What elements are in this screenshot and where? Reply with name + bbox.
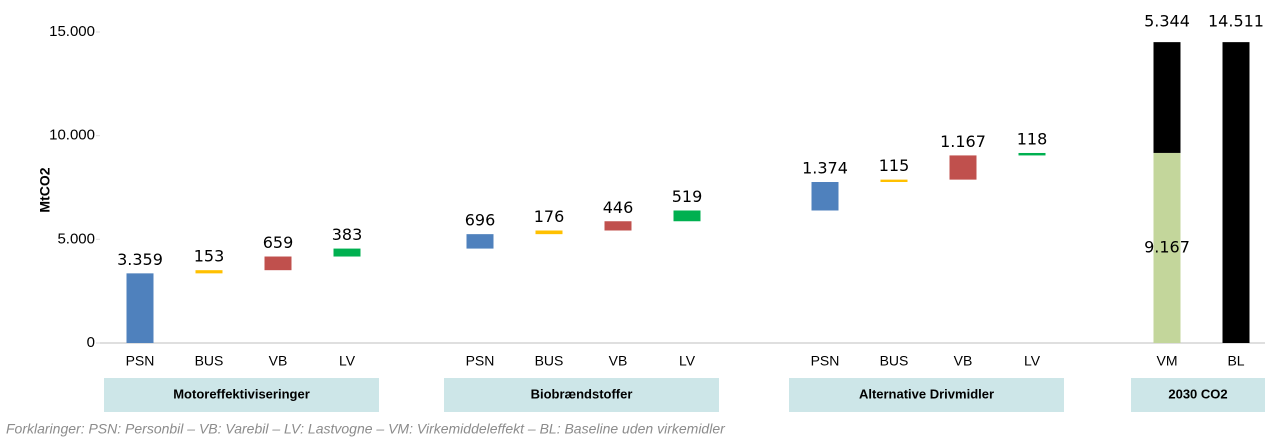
bar — [126, 273, 154, 343]
x-tick-label: PSN — [466, 353, 495, 369]
x-tick-label: BUS — [195, 353, 224, 369]
value-label: 176 — [534, 207, 565, 226]
group-band — [104, 378, 379, 412]
bar — [333, 248, 361, 257]
group-label: Motoreffektiviseringer — [173, 386, 310, 401]
bar — [264, 256, 292, 271]
group-label: Alternative Drivmidler — [859, 386, 994, 401]
bar — [1153, 42, 1181, 153]
value-label: 383 — [332, 225, 363, 244]
bar — [195, 270, 223, 274]
bar — [466, 234, 494, 249]
y-tick-label: 5.000 — [57, 230, 95, 247]
x-tick-label: BL — [1227, 353, 1244, 369]
y-tick-label: 15.000 — [49, 23, 95, 40]
x-tick-label: PSN — [126, 353, 155, 369]
value-label: 153 — [194, 247, 225, 266]
bar — [949, 155, 977, 180]
value-label: 519 — [672, 187, 703, 206]
group-band — [789, 378, 1064, 412]
group-label: Biobrændstoffer — [531, 386, 633, 401]
bar — [1222, 42, 1250, 343]
x-tick-label: LV — [339, 353, 356, 369]
y-axis-label: MtCO2 — [37, 167, 53, 212]
group-band — [1131, 378, 1265, 412]
x-tick-label: LV — [1024, 353, 1041, 369]
footnote: Forklaringer: PSN: Personbil – VB: Vareb… — [6, 421, 726, 437]
value-label: 118 — [1017, 129, 1048, 148]
bar — [1018, 152, 1046, 156]
bar — [604, 221, 632, 231]
x-tick-label: BUS — [880, 353, 909, 369]
value-label: 446 — [603, 198, 634, 217]
value-label: 1.167 — [940, 132, 986, 151]
x-tick-label: VB — [609, 353, 628, 369]
value-label: 1.374 — [802, 159, 848, 178]
value-label: 115 — [879, 156, 910, 175]
value-label: 3.359 — [117, 250, 163, 269]
group-band — [444, 378, 719, 412]
x-tick-label: LV — [679, 353, 696, 369]
y-tick-label: 0 — [87, 334, 95, 351]
value-label: 9.167 — [1144, 237, 1190, 256]
bar — [880, 179, 908, 183]
bar — [811, 182, 839, 211]
value-label: 14.511 — [1208, 12, 1264, 31]
x-tick-label: PSN — [811, 353, 840, 369]
x-tick-label: VB — [269, 353, 288, 369]
bar — [1153, 152, 1181, 343]
bar — [535, 230, 563, 235]
y-tick-label: 10.000 — [49, 127, 95, 144]
group-label: 2030 CO2 — [1168, 386, 1227, 401]
x-tick-label: VM — [1157, 353, 1178, 369]
x-tick-label: BUS — [535, 353, 564, 369]
x-tick-label: VB — [954, 353, 973, 369]
value-label: 659 — [263, 233, 294, 252]
value-label: 696 — [465, 211, 496, 230]
value-label: 5.344 — [1144, 12, 1190, 31]
bar — [673, 210, 701, 222]
